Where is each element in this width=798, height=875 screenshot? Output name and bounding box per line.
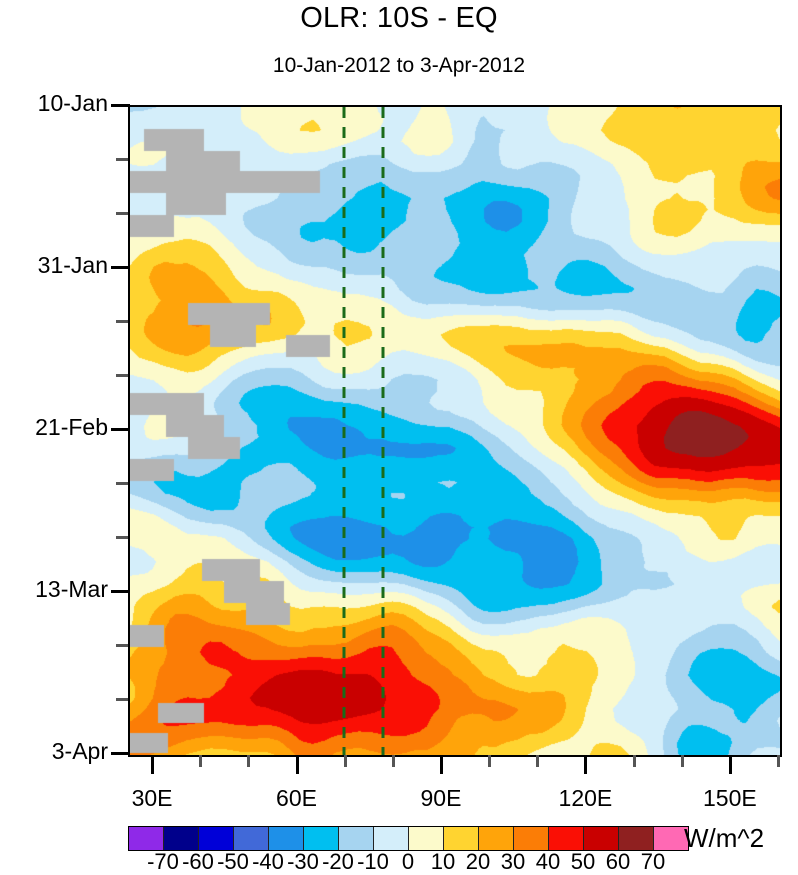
colorbar-tick-label: -60 — [182, 849, 214, 874]
x-axis-label: 90E — [420, 785, 462, 811]
colorbar-tick-label: 20 — [465, 849, 491, 874]
colorbar-swatch — [374, 827, 409, 850]
x-tick-minor — [391, 755, 395, 767]
x-tick-minor — [199, 755, 203, 767]
colorbar-tick-label: -40 — [252, 849, 284, 874]
colorbar-swatch — [304, 827, 339, 850]
colorbar-tick-label: 70 — [640, 849, 666, 874]
x-tick-minor — [777, 755, 780, 767]
colorbar-swatch — [479, 827, 514, 850]
colorbar-swatch — [129, 827, 164, 850]
colorbar-tick-label: 0 — [401, 849, 415, 874]
x-tick-minor — [680, 755, 684, 767]
colorbar-tick-label: 50 — [570, 849, 596, 874]
colorbar-swatch — [339, 827, 374, 850]
y-tick-major — [111, 266, 130, 269]
x-tick-major — [728, 755, 732, 774]
y-tick-minor — [116, 482, 128, 485]
page-title: OLR: 10S - EQ — [300, 2, 498, 34]
x-axis-label: 120E — [558, 785, 613, 811]
x-tick-major — [439, 755, 443, 774]
y-axis-label: 3-Apr — [51, 738, 108, 764]
y-tick-minor — [116, 536, 128, 539]
colorbar-swatch — [199, 827, 234, 850]
colorbar-swatch — [654, 827, 688, 850]
colorbar-tick-label: 60 — [605, 849, 631, 874]
y-axis-label: 10-Jan — [37, 90, 108, 116]
y-axis-label: 21-Feb — [35, 414, 108, 440]
colorbar-tick-label: -10 — [357, 849, 389, 874]
x-tick-minor — [488, 755, 492, 767]
y-tick-minor — [116, 158, 128, 161]
y-tick-major — [111, 428, 130, 431]
colorbar-swatch — [619, 827, 654, 850]
y-tick-minor — [116, 212, 128, 215]
x-tick-minor — [247, 755, 251, 767]
x-tick-major — [295, 755, 299, 774]
y-tick-major — [111, 752, 130, 755]
missing-data-mask-layer — [130, 107, 780, 755]
colorbar-units-label: W/m^2 — [684, 823, 765, 853]
x-tick-minor — [536, 755, 540, 767]
colorbar — [128, 826, 689, 851]
colorbar-swatch — [269, 827, 304, 850]
hovmoller-plot-area — [128, 105, 782, 757]
colorbar-swatch — [234, 827, 269, 850]
y-tick-minor — [116, 698, 128, 701]
colorbar-tick-labels: -70 -60 -50 -40 -30 -20 -10 0 10 20 30 40 50 60 70 — [128, 849, 673, 874]
colorbar-swatch — [584, 827, 619, 850]
colorbar-tick-label: -30 — [287, 849, 319, 874]
y-tick-minor — [116, 320, 128, 323]
colorbar-tick-label: -20 — [322, 849, 354, 874]
y-tick-major — [111, 104, 130, 107]
x-tick-major — [584, 755, 588, 774]
x-axis-label: 60E — [276, 785, 317, 811]
colorbar-swatch — [164, 827, 199, 850]
y-tick-major — [111, 590, 130, 593]
colorbar-tick-label: -70 — [147, 849, 179, 874]
colorbar-tick-label: 40 — [535, 849, 561, 874]
x-tick-minor — [343, 755, 347, 767]
y-tick-minor — [116, 644, 128, 647]
colorbar-tick-label: 10 — [430, 849, 456, 874]
x-tick-major — [151, 755, 155, 774]
y-axis-label: 31-Jan — [37, 252, 108, 278]
y-tick-minor — [116, 374, 128, 377]
x-axis-label: 150E — [702, 785, 757, 811]
x-tick-minor — [632, 755, 636, 767]
annotation-lines-layer — [342, 107, 385, 755]
page-subtitle: 10-Jan-2012 to 3-Apr-2012 — [272, 54, 526, 77]
colorbar-swatch — [514, 827, 549, 850]
x-axis-label: 30E — [131, 785, 173, 811]
y-axis-label: 13-Mar — [35, 576, 108, 602]
colorbar-tick-label: -50 — [217, 849, 249, 874]
colorbar-swatch — [409, 827, 444, 850]
colorbar-swatch — [549, 827, 584, 850]
colorbar-tick-label: 30 — [500, 849, 526, 874]
colorbar-swatch — [444, 827, 479, 850]
